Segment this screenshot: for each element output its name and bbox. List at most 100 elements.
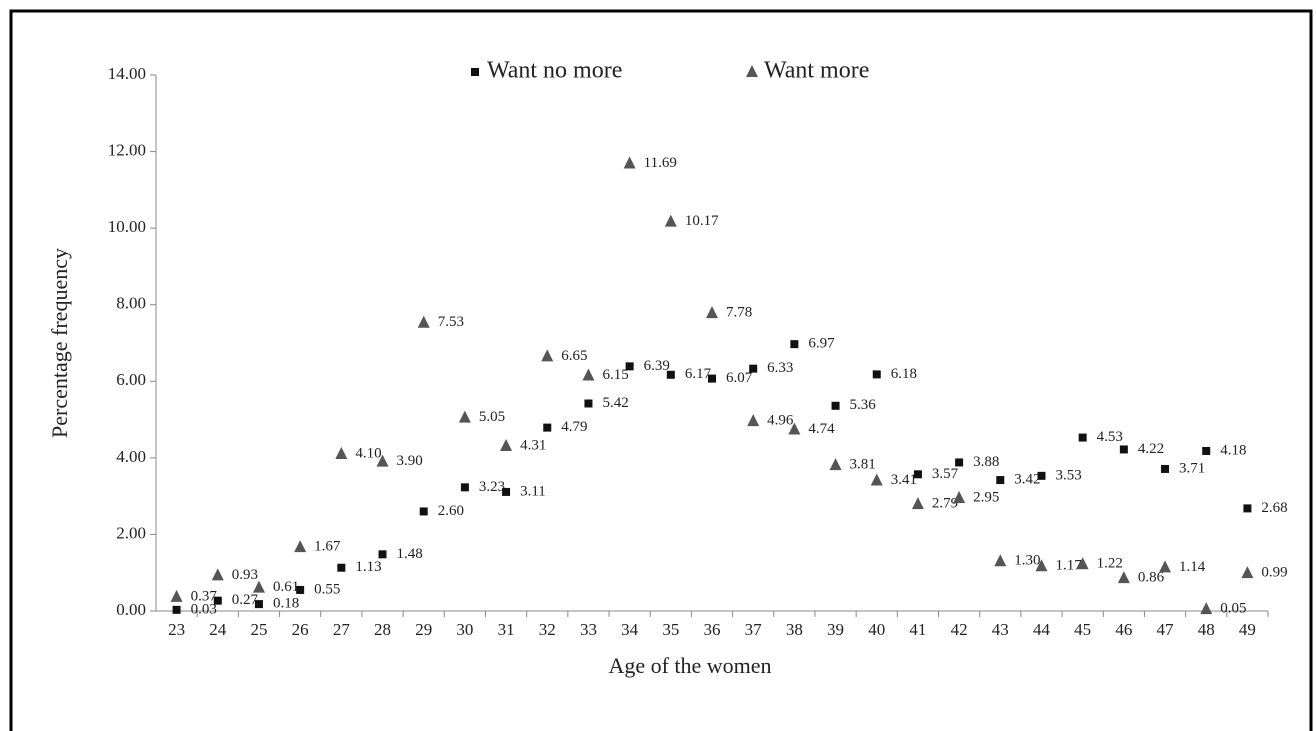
point xyxy=(1078,433,1087,442)
point xyxy=(788,422,801,435)
point xyxy=(543,423,552,432)
value-label: 6.18 xyxy=(891,366,917,382)
x-tick-label: 38 xyxy=(786,620,803,639)
value-label: 6.39 xyxy=(644,358,670,374)
point xyxy=(419,507,428,516)
x-tick-label: 28 xyxy=(374,620,391,639)
value-label: 1.30 xyxy=(1014,553,1040,569)
point xyxy=(460,483,469,492)
value-label: 6.07 xyxy=(726,370,753,386)
value-label: 0.93 xyxy=(232,567,258,583)
point xyxy=(829,458,842,471)
value-label: 0.03 xyxy=(191,601,217,617)
value-label: 3.88 xyxy=(973,454,999,470)
point xyxy=(582,368,595,381)
value-label: 3.90 xyxy=(397,453,423,469)
legend-label: Want no more xyxy=(487,58,622,84)
point xyxy=(1202,446,1211,455)
point xyxy=(911,497,924,510)
point xyxy=(458,410,471,423)
value-label: 3.11 xyxy=(520,483,546,499)
point xyxy=(584,399,593,408)
point xyxy=(872,370,881,379)
point xyxy=(625,362,634,371)
value-label: 3.23 xyxy=(479,479,505,495)
point xyxy=(913,470,922,479)
legend-label: Want more xyxy=(764,58,869,84)
point xyxy=(790,340,799,349)
y-tick-label: 6.00 xyxy=(116,370,146,389)
frame xyxy=(9,9,1313,731)
point xyxy=(471,68,479,76)
x-tick-label: 45 xyxy=(1074,620,1091,639)
point xyxy=(747,414,760,427)
point xyxy=(666,370,675,379)
y-tick-label: 12.00 xyxy=(108,140,146,159)
value-label: 0.55 xyxy=(314,581,340,597)
value-label: 1.13 xyxy=(355,559,381,575)
x-tick-label: 34 xyxy=(621,620,639,639)
value-label: 4.79 xyxy=(561,419,587,435)
value-label: 1.67 xyxy=(314,539,341,555)
point xyxy=(749,364,758,373)
point xyxy=(1076,557,1089,570)
point xyxy=(1037,471,1046,480)
value-label: 0.86 xyxy=(1138,570,1165,586)
value-label: 6.33 xyxy=(767,360,793,376)
value-label: 2.60 xyxy=(438,503,464,519)
value-label: 1.14 xyxy=(1179,559,1206,575)
value-label: 4.96 xyxy=(767,413,794,429)
point xyxy=(706,306,718,319)
point xyxy=(172,605,181,614)
x-tick-label: 29 xyxy=(415,620,432,639)
point xyxy=(1161,464,1170,473)
x-axis-label: Age of the women xyxy=(608,653,771,678)
point xyxy=(296,585,305,594)
x-tick-label: 27 xyxy=(333,620,351,639)
point xyxy=(335,447,348,460)
y-axis-label: Percentage frequency xyxy=(47,248,72,438)
value-label: 7.53 xyxy=(438,314,464,330)
point xyxy=(213,596,222,605)
y-tick-label: 14.00 xyxy=(108,64,146,83)
x-tick-label: 30 xyxy=(456,620,473,639)
x-tick-label: 48 xyxy=(1198,620,1215,639)
point xyxy=(996,476,1005,485)
point xyxy=(746,65,758,77)
value-label: 5.42 xyxy=(602,395,628,411)
x-tick-label: 47 xyxy=(1157,620,1175,639)
point xyxy=(1119,445,1128,454)
x-tick-label: 32 xyxy=(539,620,556,639)
value-label: 0.18 xyxy=(273,596,299,612)
value-label: 4.53 xyxy=(1097,429,1123,445)
value-label: 10.17 xyxy=(685,213,719,229)
value-label: 2.79 xyxy=(932,496,958,512)
x-tick-label: 36 xyxy=(704,620,721,639)
value-label: 3.42 xyxy=(1014,472,1040,488)
value-label: 3.71 xyxy=(1179,460,1205,476)
value-label: 0.37 xyxy=(191,588,218,604)
point xyxy=(1117,571,1130,584)
y-tick-label: 10.00 xyxy=(108,217,146,236)
point xyxy=(541,349,554,362)
y-tick-label: 2.00 xyxy=(116,523,146,542)
value-label: 5.05 xyxy=(479,409,505,425)
value-label: 4.31 xyxy=(520,437,546,453)
value-label: 5.36 xyxy=(850,397,877,413)
x-tick-label: 24 xyxy=(209,620,227,639)
point xyxy=(211,568,224,581)
value-label: 11.69 xyxy=(644,155,677,171)
x-tick-label: 39 xyxy=(827,620,844,639)
point xyxy=(252,580,265,593)
y-tick-label: 8.00 xyxy=(116,294,146,313)
point xyxy=(664,214,677,227)
value-label: 7.78 xyxy=(726,305,752,321)
point xyxy=(955,458,964,467)
value-label: 4.10 xyxy=(355,445,381,461)
x-tick-label: 43 xyxy=(992,620,1009,639)
x-tick-label: 26 xyxy=(292,620,309,639)
point xyxy=(1200,602,1213,615)
point xyxy=(417,315,430,328)
x-tick-label: 37 xyxy=(745,620,763,639)
